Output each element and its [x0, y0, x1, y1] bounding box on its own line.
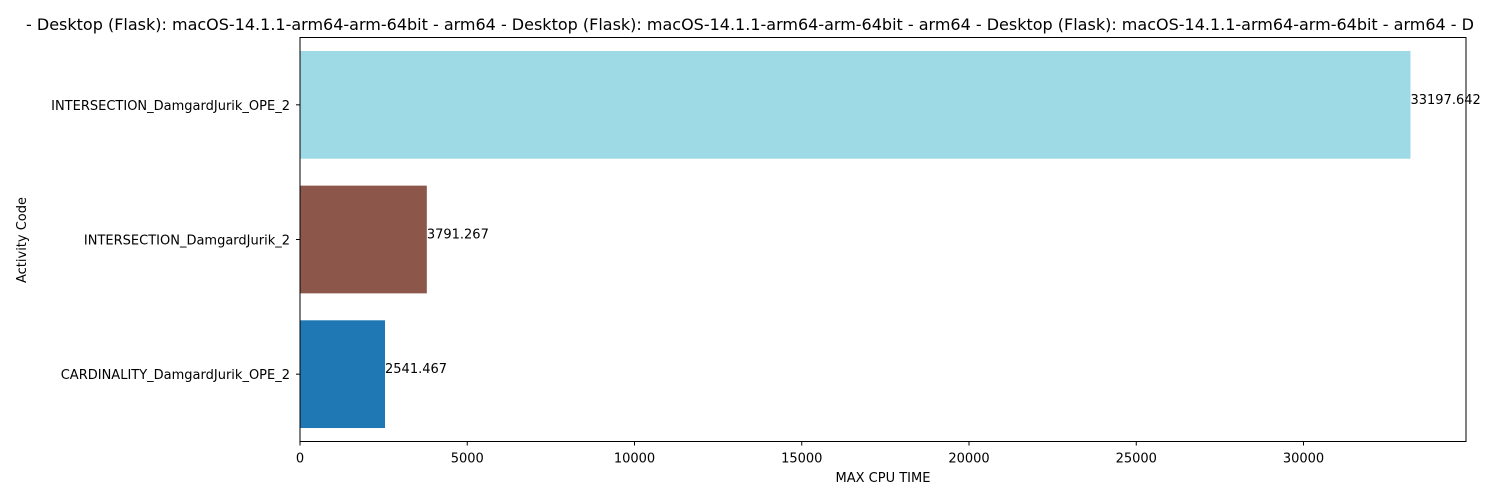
- x-tick-label: 5000: [451, 452, 484, 467]
- y-axis-label: Activity Code: [15, 197, 30, 283]
- x-tick-label: 0: [296, 452, 304, 467]
- x-tick-label: 20000: [948, 452, 989, 467]
- x-axis-label: MAX CPU TIME: [836, 471, 931, 486]
- bar: [300, 185, 427, 294]
- chart-title: - Desktop (Flask): macOS-14.1.1-arm64-ar…: [26, 15, 1474, 34]
- x-tick-label: 25000: [1116, 452, 1157, 467]
- bar-value-label: 3791.267: [427, 228, 489, 243]
- y-tick-label: INTERSECTION_DamgardJurik_OPE_2: [51, 99, 290, 114]
- bar-value-label: 2541.467: [385, 362, 447, 377]
- y-tick-label: CARDINALITY_DamgardJurik_OPE_2: [61, 368, 290, 383]
- bar: [300, 320, 386, 429]
- x-tick-label: 30000: [1283, 452, 1324, 467]
- bar: [300, 50, 1411, 159]
- bar-value-label: 33197.642: [1410, 93, 1480, 108]
- x-tick-label: 15000: [781, 452, 822, 467]
- x-tick-label: 10000: [614, 452, 655, 467]
- y-tick-label: INTERSECTION_DamgardJurik_2: [84, 234, 290, 249]
